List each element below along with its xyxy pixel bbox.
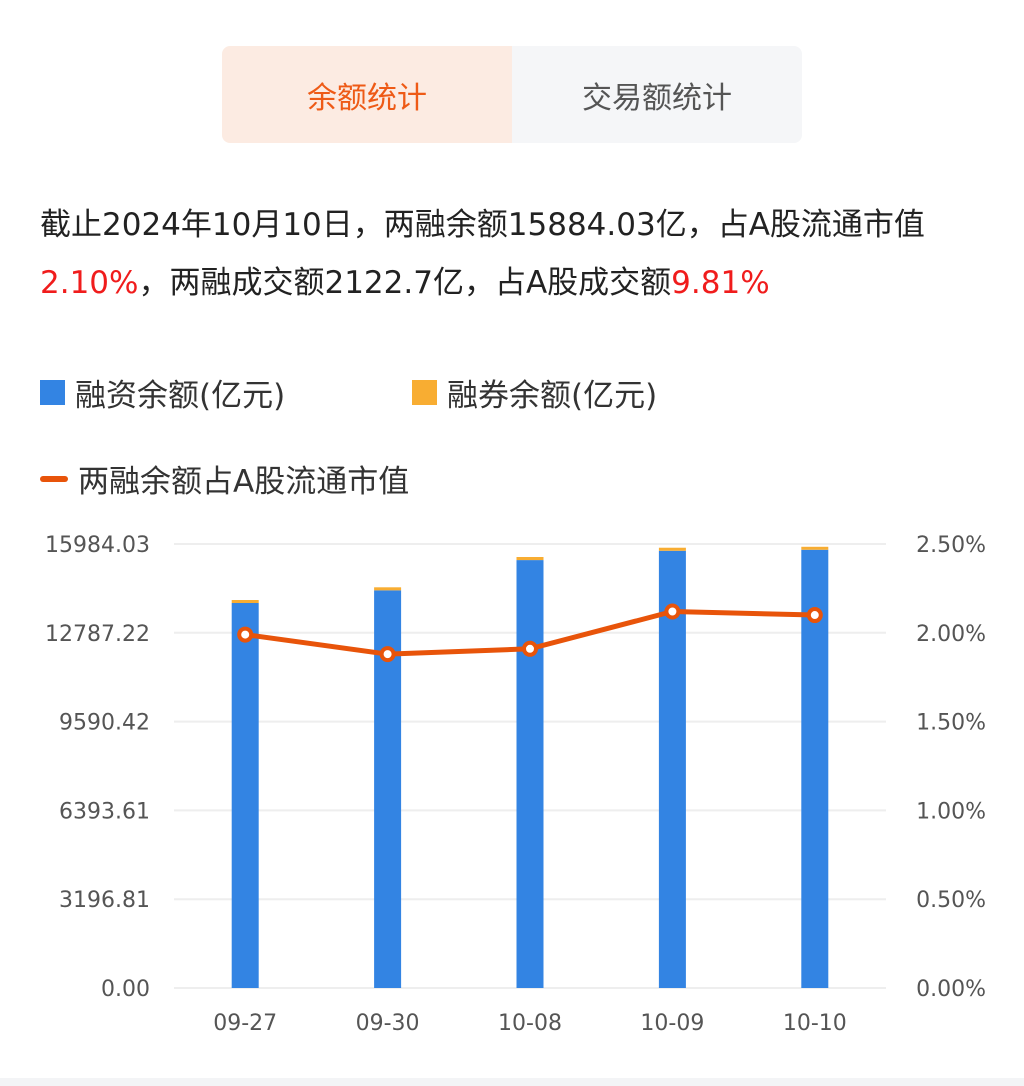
y-left-tick: 3196.81 <box>59 888 150 913</box>
ratio-point <box>806 607 823 624</box>
bottom-bar <box>0 1078 1024 1086</box>
legend-label: 两融余额占A股流通市值 <box>78 464 410 500</box>
bar-securities <box>658 547 686 551</box>
bar-financing <box>658 550 686 988</box>
summary-part: ，两融成交额2122.7亿，占A股成交额 <box>138 265 672 301</box>
y-right-tick: 2.50% <box>916 533 986 558</box>
ratio-point <box>522 640 538 657</box>
y-left-tick: 15984.03 <box>45 533 150 558</box>
turnover-ratio: 9.81% <box>671 265 770 301</box>
legend-financing[interactable]: 融资余额(亿元) <box>40 370 285 415</box>
legend-ratio[interactable]: 两融余额占A股流通市值 <box>40 456 409 501</box>
x-tick: 09-27 <box>213 1011 277 1036</box>
y-left-tick: 0.00 <box>101 977 150 1002</box>
tab-bar: 余额统计 交易额统计 <box>222 46 802 143</box>
y-left-tick: 12787.22 <box>45 622 150 647</box>
legend-swatch <box>40 380 65 405</box>
y-right-tick: 2.00% <box>916 622 986 647</box>
x-tick: 10-10 <box>783 1011 847 1036</box>
x-tick: 10-09 <box>640 1011 704 1036</box>
y-right-tick: 1.00% <box>916 799 986 824</box>
bar-financing <box>231 603 259 988</box>
legend-swatch <box>412 380 437 405</box>
legend-label: 融券余额(亿元) <box>447 378 658 414</box>
market-cap-ratio: 2.10% <box>40 265 139 301</box>
chart: 0.00 0.00% 3196.81 0.50% 6393.61 1.00% 9590.42… <box>45 533 986 1036</box>
tab-turnover-stats[interactable]: 交易额统计 <box>512 46 802 143</box>
ratio-point <box>664 603 681 620</box>
y-right-tick: 1.50% <box>916 711 986 736</box>
y-left-tick: 6393.61 <box>59 799 150 824</box>
summary-text: 截止2024年10月10日，两融余额15884.03亿，占A股流通市值 2.10%… <box>40 196 990 312</box>
legend-label: 融资余额(亿元) <box>75 378 286 414</box>
bar-financing <box>516 560 544 988</box>
bar-securities <box>374 587 402 591</box>
bar-securities <box>801 546 829 550</box>
legend-securities[interactable]: 融券余额(亿元) <box>412 370 657 415</box>
summary-part: 截止2024年10月10日，两融余额15884.03亿，占A股流通市值 <box>40 207 925 243</box>
bar-securities <box>516 557 544 561</box>
bar-securities <box>231 600 259 604</box>
legend-line <box>40 475 68 482</box>
tab-balance-stats[interactable]: 余额统计 <box>222 46 512 143</box>
y-right-tick: 0.00% <box>916 977 986 1002</box>
x-tick: 10-08 <box>498 1011 562 1036</box>
y-right-tick: 0.50% <box>916 888 986 913</box>
y-left-tick: 9590.42 <box>59 711 150 736</box>
ratio-point <box>379 646 396 663</box>
x-tick: 09-30 <box>356 1011 420 1036</box>
ratio-point <box>237 626 254 643</box>
